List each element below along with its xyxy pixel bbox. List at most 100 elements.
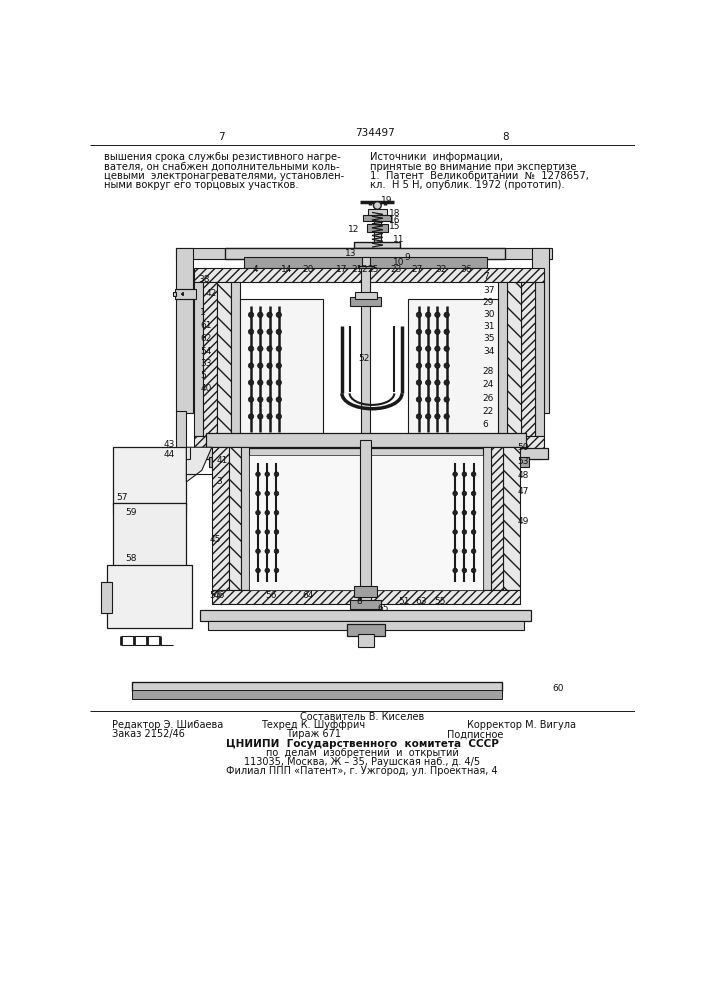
Circle shape (416, 312, 421, 318)
Circle shape (416, 380, 421, 385)
Circle shape (444, 312, 450, 318)
Bar (113, 503, 187, 513)
Bar (208, 620, 524, 630)
Text: 25: 25 (368, 265, 379, 274)
Text: 51: 51 (399, 597, 410, 606)
Bar (217, 282, 231, 436)
Bar (355, 292, 377, 299)
Text: 44: 44 (164, 450, 175, 459)
Bar (190, 448, 549, 459)
Bar (212, 590, 520, 604)
Circle shape (276, 397, 281, 402)
Circle shape (435, 397, 440, 402)
Circle shape (248, 397, 254, 402)
Text: 62: 62 (200, 334, 211, 343)
Circle shape (274, 530, 279, 534)
Bar (241, 447, 249, 590)
Bar (354, 242, 400, 248)
Circle shape (256, 530, 260, 534)
Bar (358, 266, 373, 274)
Circle shape (444, 363, 450, 368)
Circle shape (373, 202, 381, 209)
Text: 3: 3 (216, 477, 222, 486)
Circle shape (276, 312, 281, 318)
Bar (346, 463, 385, 470)
Circle shape (267, 346, 272, 351)
Circle shape (444, 329, 450, 334)
Circle shape (472, 549, 476, 554)
Text: 53: 53 (518, 457, 529, 466)
Text: 32: 32 (435, 265, 446, 274)
Bar (240, 299, 324, 436)
Circle shape (416, 329, 421, 334)
Circle shape (248, 414, 254, 419)
Text: 65: 65 (377, 604, 388, 613)
Text: 30: 30 (483, 310, 494, 319)
Bar (175, 289, 197, 299)
Text: 29: 29 (483, 298, 494, 307)
Text: 63: 63 (416, 597, 427, 606)
Circle shape (257, 397, 263, 402)
Bar (508, 282, 521, 436)
Circle shape (274, 568, 279, 573)
Circle shape (435, 329, 440, 334)
Text: 47: 47 (518, 487, 529, 496)
Text: ными вокруг его торцовых участков.: ными вокруг его торцовых участков. (104, 180, 298, 190)
Circle shape (472, 568, 476, 573)
Text: 4: 4 (253, 265, 259, 274)
Bar (491, 447, 503, 590)
Bar (107, 565, 192, 628)
Circle shape (444, 414, 450, 419)
Bar (229, 447, 241, 590)
Bar (532, 248, 549, 413)
Text: 19: 19 (381, 196, 392, 205)
Text: 23: 23 (390, 265, 402, 274)
Text: 58: 58 (126, 554, 137, 563)
Circle shape (435, 346, 440, 351)
Text: ЦНИИПИ  Государственного  комитета  СССР: ЦНИИПИ Государственного комитета СССР (226, 739, 498, 749)
Text: 10: 10 (393, 258, 404, 267)
Text: цевыми  электронагревателями, установлен-: цевыми электронагревателями, установлен- (104, 171, 344, 181)
Text: 36: 36 (460, 265, 472, 274)
Text: 48: 48 (518, 471, 529, 480)
Bar (225, 248, 506, 259)
Circle shape (257, 363, 263, 368)
Text: 9: 9 (404, 253, 410, 262)
Text: Техред К. Шуффрич: Техред К. Шуффрич (262, 720, 366, 730)
Circle shape (435, 363, 440, 368)
Circle shape (256, 491, 260, 496)
Circle shape (274, 510, 279, 515)
Circle shape (256, 549, 260, 554)
Circle shape (265, 472, 269, 477)
Circle shape (426, 397, 431, 402)
Text: 18: 18 (389, 209, 400, 218)
Bar (204, 282, 217, 436)
Circle shape (276, 346, 281, 351)
Text: 27: 27 (411, 265, 423, 274)
Circle shape (274, 549, 279, 554)
Text: 1.  Патент  Великобритании  №  1278657,: 1. Патент Великобритании № 1278657, (370, 171, 588, 181)
Bar (132, 690, 502, 699)
Circle shape (248, 346, 254, 351)
Polygon shape (187, 447, 212, 482)
Bar (209, 457, 529, 466)
Bar (503, 447, 520, 590)
Text: 16: 16 (389, 216, 400, 225)
Text: 52: 52 (358, 354, 370, 363)
Circle shape (416, 414, 421, 419)
Text: вышения срока службы резистивного нагре-: вышения срока службы резистивного нагре- (104, 152, 341, 162)
Circle shape (248, 380, 254, 385)
Circle shape (435, 312, 440, 318)
Circle shape (452, 472, 457, 477)
Text: 24: 24 (483, 380, 494, 389)
Circle shape (416, 346, 421, 351)
Circle shape (426, 380, 431, 385)
Text: Заказ 2152/46: Заказ 2152/46 (112, 729, 185, 739)
Circle shape (276, 414, 281, 419)
Text: 57: 57 (209, 591, 221, 600)
Text: вателя, он снабжен дополнительными коль-: вателя, он снабжен дополнительными коль- (104, 162, 339, 172)
Bar (354, 469, 378, 480)
Circle shape (276, 380, 281, 385)
Circle shape (248, 329, 254, 334)
Bar (113, 503, 187, 567)
